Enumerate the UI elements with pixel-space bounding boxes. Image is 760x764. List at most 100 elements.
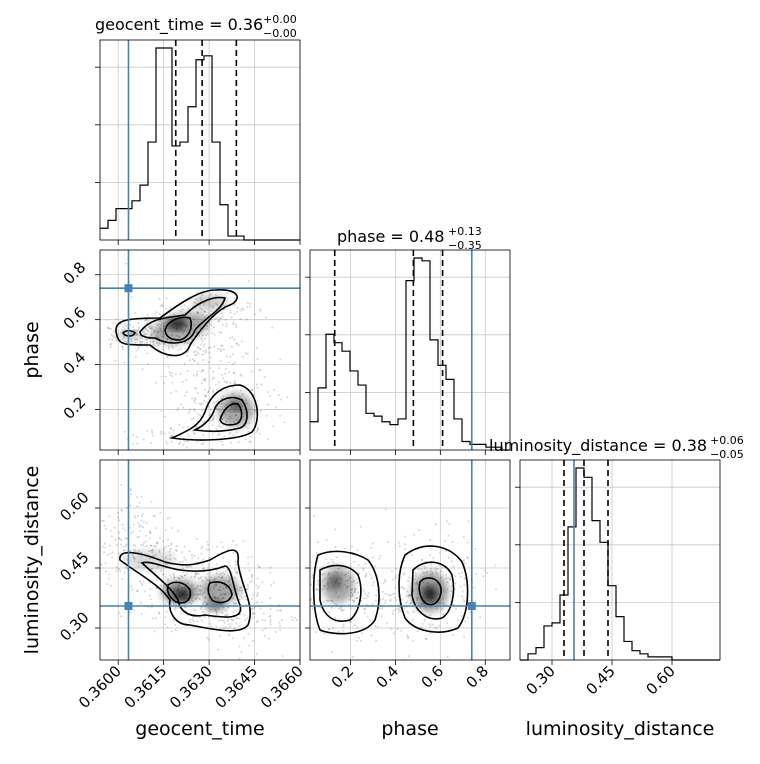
sample-point xyxy=(201,427,204,430)
sample-point xyxy=(178,424,181,426)
sample-point xyxy=(167,538,169,541)
sample-point xyxy=(447,556,450,559)
sample-point xyxy=(369,546,372,549)
sample-point xyxy=(316,541,319,544)
sample-point xyxy=(120,615,123,618)
sample-point xyxy=(209,367,212,369)
sample-point xyxy=(242,355,245,358)
sample-point xyxy=(421,559,424,562)
sample-point xyxy=(391,612,394,615)
sample-point xyxy=(188,359,191,362)
sample-point xyxy=(217,381,220,384)
sample-point xyxy=(461,590,464,593)
sample-point xyxy=(431,623,434,626)
sample-point xyxy=(413,578,416,581)
x-tick-label: 0.3615 xyxy=(121,662,171,712)
sample-point xyxy=(142,544,145,547)
sample-point xyxy=(209,622,212,625)
sample-point xyxy=(231,540,234,542)
sample-point xyxy=(213,376,216,379)
sample-point xyxy=(160,569,163,572)
sample-point xyxy=(239,373,242,376)
sample-point xyxy=(357,591,359,594)
sample-point xyxy=(179,372,182,375)
sample-point xyxy=(120,539,123,542)
sample-point xyxy=(364,562,367,565)
sample-point xyxy=(355,639,358,642)
sample-point xyxy=(233,338,236,341)
sample-point xyxy=(189,408,192,410)
sample-point xyxy=(140,613,143,615)
sample-point xyxy=(231,619,234,622)
sample-point xyxy=(201,545,204,548)
sample-point xyxy=(280,398,283,401)
sample-point xyxy=(154,313,156,316)
sample-point xyxy=(241,592,244,595)
sample-point xyxy=(230,441,233,444)
sample-point xyxy=(307,638,309,640)
sample-point xyxy=(151,431,154,434)
sample-point xyxy=(111,338,114,341)
sample-point xyxy=(184,394,187,397)
sample-point xyxy=(254,409,257,412)
sample-point xyxy=(233,382,236,385)
sample-point xyxy=(177,529,180,532)
sample-point xyxy=(210,324,212,326)
sample-point xyxy=(133,549,135,551)
sample-point xyxy=(192,374,195,377)
sample-point xyxy=(357,572,360,574)
sample-point xyxy=(215,625,218,628)
sample-point xyxy=(145,522,148,525)
sample-point xyxy=(342,623,345,626)
sample-point xyxy=(233,627,236,630)
sample-point xyxy=(120,508,123,511)
sample-point xyxy=(463,577,466,580)
panel-frame xyxy=(519,459,721,661)
x-tick-label: 0.3645 xyxy=(212,662,262,712)
sample-point xyxy=(227,561,230,564)
sample-point xyxy=(244,352,247,355)
sample-point xyxy=(142,438,145,441)
sample-point xyxy=(432,556,435,559)
sample-point xyxy=(137,514,140,517)
sample-point xyxy=(446,581,449,584)
sample-point xyxy=(463,559,466,562)
sample-point xyxy=(387,593,390,596)
sample-point xyxy=(265,316,268,319)
sample-point xyxy=(124,323,126,325)
sample-point xyxy=(136,590,139,593)
sample-point xyxy=(344,547,347,550)
sample-point xyxy=(269,608,272,611)
title-geocent-time-plus: +0.00 xyxy=(263,13,297,26)
sample-point xyxy=(350,596,352,599)
sample-point xyxy=(248,280,251,282)
density-blob xyxy=(174,589,190,601)
sample-point xyxy=(223,572,226,575)
sample-point xyxy=(189,618,191,621)
sample-point xyxy=(263,634,266,637)
sample-point xyxy=(137,549,140,552)
sample-point xyxy=(178,577,181,580)
sample-point xyxy=(234,303,237,306)
sample-point xyxy=(330,650,333,653)
sample-point xyxy=(152,343,155,346)
sample-point xyxy=(205,349,208,352)
sample-point xyxy=(197,597,200,600)
sample-point xyxy=(234,560,237,563)
sample-point xyxy=(251,597,253,600)
sample-point xyxy=(406,601,409,603)
sample-point xyxy=(459,575,462,578)
sample-point xyxy=(172,619,175,621)
sample-point xyxy=(226,380,229,383)
sample-point xyxy=(125,324,128,327)
sample-point xyxy=(397,627,399,630)
sample-point xyxy=(183,304,186,307)
sample-point xyxy=(142,541,145,544)
sample-point xyxy=(445,549,447,552)
sample-point xyxy=(172,313,175,315)
sample-point xyxy=(97,334,99,336)
sample-point xyxy=(158,319,161,322)
sample-point xyxy=(204,334,207,337)
sample-point xyxy=(355,588,357,591)
sample-point xyxy=(354,590,357,593)
